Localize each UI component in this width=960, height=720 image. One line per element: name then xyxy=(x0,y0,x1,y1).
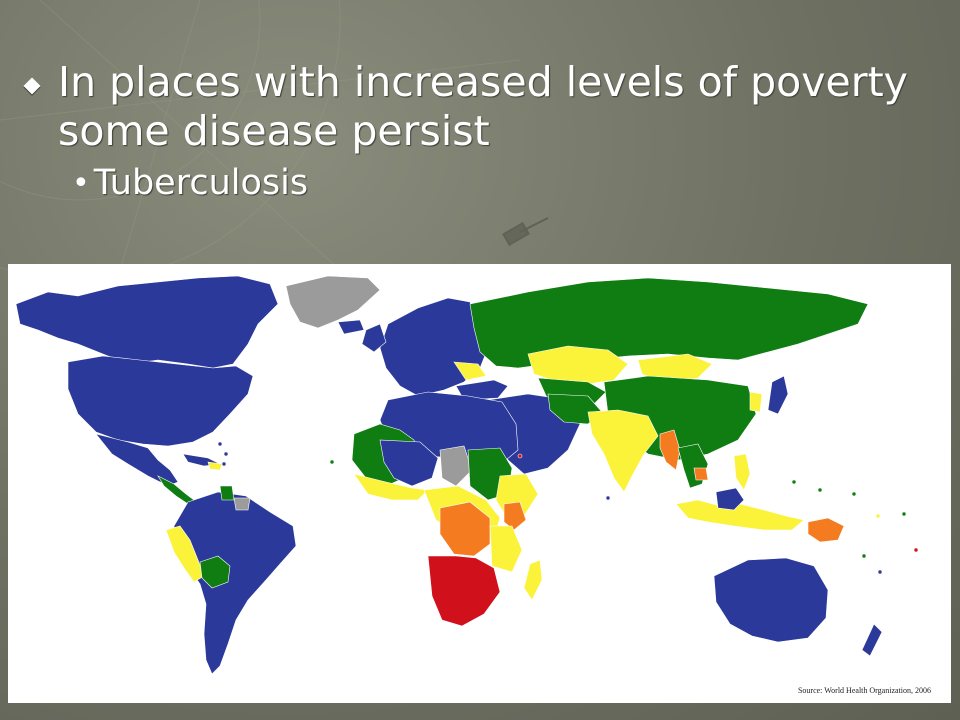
region-borneo xyxy=(715,487,745,511)
region-philippines xyxy=(733,453,751,491)
region-bolivia xyxy=(199,555,231,589)
region-kenya xyxy=(503,501,527,531)
region-southern-africa xyxy=(427,555,501,627)
region-mali-niger xyxy=(379,439,439,487)
world-map-svg xyxy=(15,275,919,675)
island-dot xyxy=(877,569,883,575)
main-bullet-text: In places with increased levels of pover… xyxy=(58,58,908,155)
region-myanmar xyxy=(659,429,681,471)
dot-bullet-icon: • xyxy=(72,165,90,201)
region-mexico xyxy=(95,433,179,487)
island-dot xyxy=(913,547,919,553)
island-dot xyxy=(817,487,823,493)
region-mongolia xyxy=(637,353,713,383)
island-dot xyxy=(791,479,797,485)
island-dot xyxy=(223,451,229,457)
region-australia xyxy=(713,557,829,643)
region-russia xyxy=(469,277,869,369)
region-chad xyxy=(439,445,473,487)
region-east-africa xyxy=(489,525,523,573)
region-eastern-europe xyxy=(453,361,487,381)
region-papua-new-guinea xyxy=(807,517,845,543)
island-dots xyxy=(217,441,919,575)
region-drc xyxy=(439,501,491,557)
island-dot xyxy=(221,461,227,467)
region-alaska-canada xyxy=(15,275,279,369)
slide-text: In places with increased levels of pover… xyxy=(20,58,940,203)
region-greenland xyxy=(285,275,381,329)
island-dot xyxy=(329,459,335,465)
region-iceland xyxy=(337,319,365,335)
region-iran-afghanistan xyxy=(547,393,603,425)
region-india xyxy=(587,409,659,493)
region-japan xyxy=(767,375,789,415)
region-kazakhstan xyxy=(527,345,629,385)
region-cambodia xyxy=(693,467,709,481)
island-dot xyxy=(901,511,907,517)
region-new-zealand xyxy=(861,623,883,657)
background-decoration xyxy=(0,0,549,270)
main-bullet: In places with increased levels of pover… xyxy=(20,58,940,156)
region-suriname xyxy=(233,497,251,511)
sub-bullet-text: Tuberculosis xyxy=(93,163,309,203)
region-usa xyxy=(67,355,254,447)
region-indonesia xyxy=(675,499,805,531)
region-korea xyxy=(749,391,763,413)
region-haiti xyxy=(207,461,223,471)
map-source: Source: World Health Organization, 2006 xyxy=(797,686,931,695)
region-madagascar xyxy=(523,559,543,601)
island-dot xyxy=(861,553,867,559)
region-guyana xyxy=(219,485,235,501)
diamond-bullet-icon xyxy=(23,77,41,95)
island-dot xyxy=(217,441,223,447)
region-uk xyxy=(361,323,387,353)
island-dot xyxy=(875,513,881,519)
island-dot xyxy=(517,453,523,459)
region-south-america xyxy=(173,491,297,675)
sub-bullet: • Tuberculosis xyxy=(72,163,940,203)
world-map: Source: World Health Organization, 2006 xyxy=(8,264,951,703)
island-dot xyxy=(605,495,611,501)
island-dot xyxy=(851,491,857,497)
region-west-africa-coast xyxy=(353,473,429,501)
